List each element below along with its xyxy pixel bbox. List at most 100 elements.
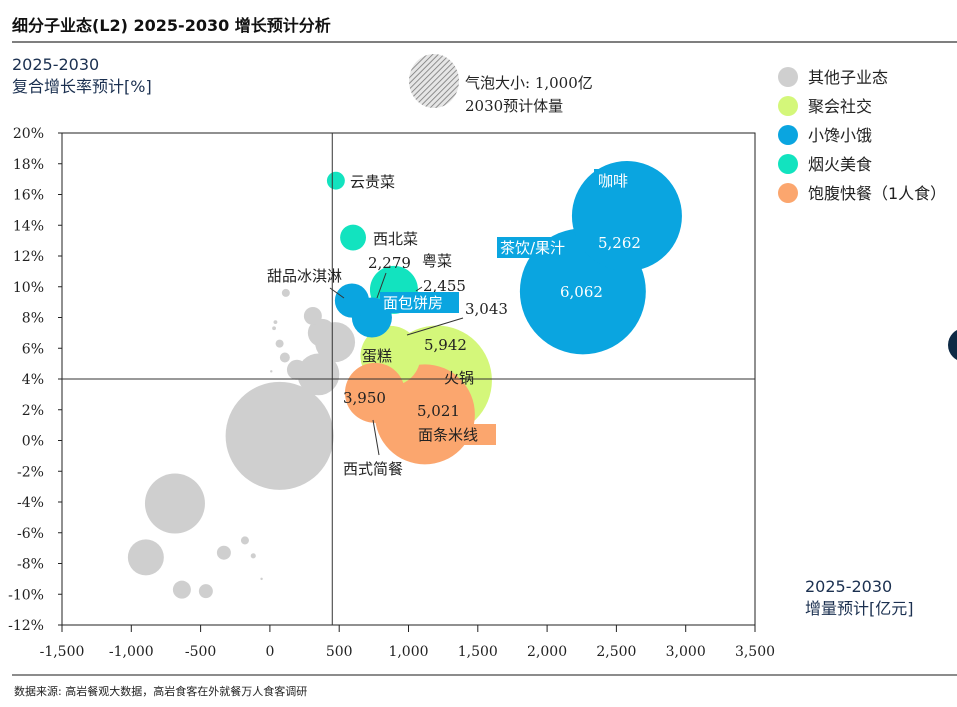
chart-title: 细分子业态(L2) 2025-2030 增长预计分析 xyxy=(12,16,331,35)
label-box-kafei xyxy=(594,169,636,190)
label-yunguicai: 云贵菜 xyxy=(350,173,395,191)
x-tick-label: 3,500 xyxy=(735,644,775,660)
x-tick-label: 0 xyxy=(265,644,274,660)
x-tick-label: 3,000 xyxy=(666,644,706,660)
value-xishi: 3,950 xyxy=(343,389,386,407)
size-legend: 气泡大小: 1,000亿 2030预计体量 xyxy=(409,54,593,115)
x-tick-label: -500 xyxy=(185,644,216,660)
label-huoguo: 火锅 xyxy=(444,369,474,387)
bubble-西北菜 xyxy=(340,224,367,251)
x-axis-label-line2: 增量预计[亿元] xyxy=(805,599,914,618)
bubble-other-19 xyxy=(270,370,273,373)
y-axis-label-line2: 复合增长率预计[%] xyxy=(12,77,152,96)
y-tick-label: -10% xyxy=(8,587,44,603)
x-tick-label: 2,000 xyxy=(527,644,567,660)
bubble-other-1 xyxy=(144,473,205,534)
size-legend-text-line1: 气泡大小: 1,000亿 xyxy=(465,74,593,92)
bubble-other-2 xyxy=(127,539,164,576)
bubble-other-18 xyxy=(273,320,278,325)
bubble-甜品冰淇淋 xyxy=(334,283,370,318)
legend-item: 小馋小饿 xyxy=(778,125,872,145)
bubble-other-9 xyxy=(281,288,290,297)
x-tick-label: -1,000 xyxy=(109,644,154,660)
bubble-other-8 xyxy=(260,577,263,581)
leader-yuecai xyxy=(415,286,423,292)
x-tick-label: 1,000 xyxy=(388,644,428,660)
y-tick-label: 6% xyxy=(22,341,44,357)
y-tick-label: -2% xyxy=(17,464,44,480)
y-tick-label: -6% xyxy=(17,526,44,542)
value-kafei: 5,262 xyxy=(598,234,641,252)
x-tick-label: 2,500 xyxy=(596,644,636,660)
x-tick-label: -1,500 xyxy=(40,644,85,660)
y-tick-label: 8% xyxy=(22,311,44,327)
bubble-other-5 xyxy=(216,545,231,560)
legend-item: 饱腹快餐（1人食） xyxy=(778,183,946,203)
label-box-mianbao xyxy=(380,292,459,313)
label-xishi: 西式简餐 xyxy=(343,460,403,478)
legend-swatch xyxy=(778,183,798,203)
y-tick-label: 20% xyxy=(13,126,44,142)
legend-swatch xyxy=(778,154,798,174)
x-axis-label-line1: 2025-2030 xyxy=(805,577,892,596)
y-tick-label: 14% xyxy=(13,218,44,234)
leader-xishi xyxy=(372,419,380,456)
label-box-miantiao xyxy=(415,424,496,445)
bubble-other-11 xyxy=(307,318,336,347)
bubble-other-17 xyxy=(272,326,276,331)
y-tick-label: 18% xyxy=(13,157,44,173)
label-miantiao: 面条米线 xyxy=(418,426,478,444)
y-axis-ticks: 20% 18% 16% 14% 12% 10% 8% 6% 4% 2% 0% -2% -4% -6% -8%… xyxy=(8,126,62,634)
legend-label: 烟火美食 xyxy=(808,155,872,174)
legend-label: 其他子业态 xyxy=(808,68,888,87)
bubble-other-4 xyxy=(198,584,213,599)
bubble-other-14 xyxy=(297,353,340,396)
legend-swatch xyxy=(778,96,798,116)
y-tick-label: 10% xyxy=(13,280,44,296)
value-mianbao: 2,279 xyxy=(368,254,411,272)
y-tick-label: 16% xyxy=(13,188,44,204)
bubble-other-13 xyxy=(286,359,307,380)
label-box-chayin xyxy=(497,237,585,258)
legend-swatch xyxy=(778,67,798,87)
bubble-other-3 xyxy=(172,580,191,599)
legend-item: 聚会社交 xyxy=(778,96,872,116)
value-dangao: 3,043 xyxy=(465,300,508,318)
x-axis-ticks: -1,500 -1,000 -500 0 500 1,000 1,500 2,000 2,500… xyxy=(40,625,775,660)
y-tick-label: 4% xyxy=(22,372,44,388)
size-legend-text-line2: 2030预计体量 xyxy=(465,97,563,115)
label-xibeicai: 西北菜 xyxy=(373,230,418,248)
bubble-other-6 xyxy=(240,536,249,545)
label-kafei: 咖啡 xyxy=(598,172,628,190)
x-tick-label: 1,500 xyxy=(458,644,498,660)
legend-label: 小馋小饿 xyxy=(808,126,872,145)
legend-label: 聚会社交 xyxy=(808,97,872,116)
offscreen-navy-bubble xyxy=(948,330,957,360)
y-tick-label: 12% xyxy=(13,249,44,265)
x-tick-label: 500 xyxy=(326,644,353,660)
label-chayin: 茶饮/果汁 xyxy=(500,239,565,257)
y-tick-label: -8% xyxy=(17,557,44,573)
leader-tianpin xyxy=(329,287,345,299)
value-miantiao: 5,021 xyxy=(417,402,460,420)
bubble-other-0 xyxy=(225,381,334,490)
bubble-云贵菜 xyxy=(326,171,345,190)
y-tick-label: 0% xyxy=(22,434,44,450)
legend-item: 烟火美食 xyxy=(778,154,872,174)
legend-item: 其他子业态 xyxy=(778,67,888,87)
label-tianpin: 甜品冰淇淋 xyxy=(267,267,342,285)
y-tick-label: -12% xyxy=(8,618,44,634)
y-tick-label: 2% xyxy=(22,403,44,419)
bubble-西式简餐 xyxy=(344,362,405,423)
bubbles xyxy=(127,161,682,599)
bubble-other-10 xyxy=(303,306,322,325)
bubble-other-7 xyxy=(250,553,256,559)
source-note: 数据来源: 高岩餐观大数据，高岩食客在外就餐万人食客调研 xyxy=(14,684,307,698)
leader-dangao xyxy=(406,317,464,336)
plot-area xyxy=(61,132,756,626)
label-mianbao: 面包饼房 xyxy=(383,294,443,312)
legend-swatch xyxy=(778,125,798,145)
bubble-other-16 xyxy=(275,339,284,348)
